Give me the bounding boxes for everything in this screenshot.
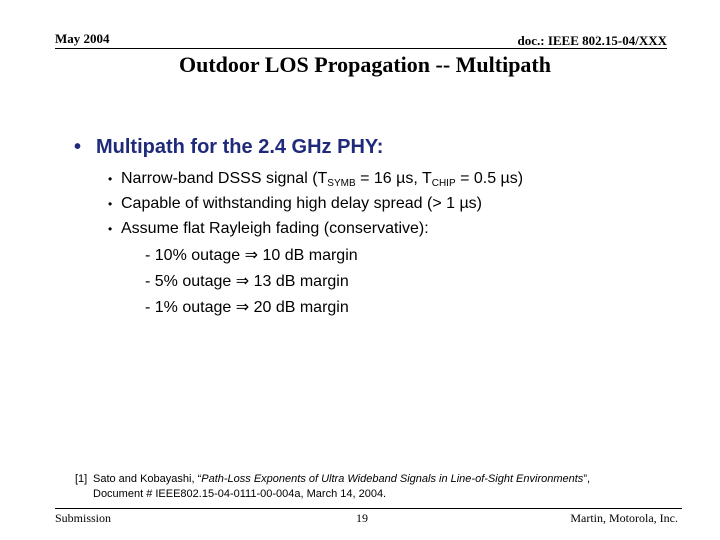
footnote-line-1: [1] Sato and Kobayashi, “Path-Loss Expone… bbox=[75, 472, 675, 487]
outage-item: - 10% outage ⇒ 10 dB margin bbox=[145, 247, 358, 264]
signal-mid: = 16 µs, T bbox=[355, 170, 432, 187]
delay-spread-text: Capable of withstanding high delay sprea… bbox=[121, 195, 482, 212]
footnote-ref: [1] bbox=[75, 473, 88, 485]
slide-title: Outdoor LOS Propagation -- Multipath bbox=[178, 52, 551, 77]
outage-item: - 5% outage ⇒ 13 dB margin bbox=[145, 273, 349, 290]
page-number: 19 bbox=[356, 511, 368, 525]
footer-divider bbox=[55, 508, 682, 509]
footer-submission: Submission bbox=[55, 511, 112, 525]
footer-author: Martin, Motorola, Inc. bbox=[570, 511, 678, 525]
sub-bullet-delay-spread: • Capable of withstanding high delay spre… bbox=[108, 195, 482, 213]
footnote-title: Path-Loss Exponents of Ultra Wideband Si… bbox=[201, 473, 584, 485]
bullet-marker: • bbox=[108, 222, 113, 236]
sub-bullet-signal: • Narrow-band DSSS signal (TSYMB = 16 µs,… bbox=[108, 170, 523, 189]
bullet-marker: • bbox=[108, 197, 113, 211]
signal-suffix: = 0.5 µs) bbox=[455, 170, 524, 187]
chip-subscript: CHIP bbox=[431, 178, 456, 189]
symb-subscript: SYMB bbox=[327, 178, 356, 189]
bullet-marker: • bbox=[74, 136, 82, 158]
outage-item: - 1% outage ⇒ 20 dB margin bbox=[145, 299, 349, 316]
footnote-line-2: Document # IEEE802.15-04-0111-00-004a, M… bbox=[93, 488, 387, 500]
header-doc-id: doc.: IEEE 802.15-04/XXX bbox=[517, 33, 667, 48]
footnote: [1] Sato and Kobayashi, “Path-Loss Expone… bbox=[75, 472, 675, 502]
main-bullet-text: Multipath for the 2.4 GHz PHY: bbox=[96, 136, 384, 158]
bullet-marker: • bbox=[108, 172, 113, 186]
footnote-authors: Sato and Kobayashi, “ bbox=[93, 473, 202, 485]
sub-bullet-rayleigh: • Assume flat Rayleigh fading (conservati… bbox=[108, 220, 429, 238]
header-date: May 2004 bbox=[55, 31, 110, 46]
main-bullet: • Multipath for the 2.4 GHz PHY: bbox=[74, 136, 383, 159]
signal-prefix: Narrow-band DSSS signal (T bbox=[121, 170, 328, 187]
header-divider bbox=[55, 48, 667, 49]
rayleigh-text: Assume flat Rayleigh fading (conservativ… bbox=[121, 220, 429, 237]
footnote-after-title: ”, bbox=[583, 473, 591, 485]
